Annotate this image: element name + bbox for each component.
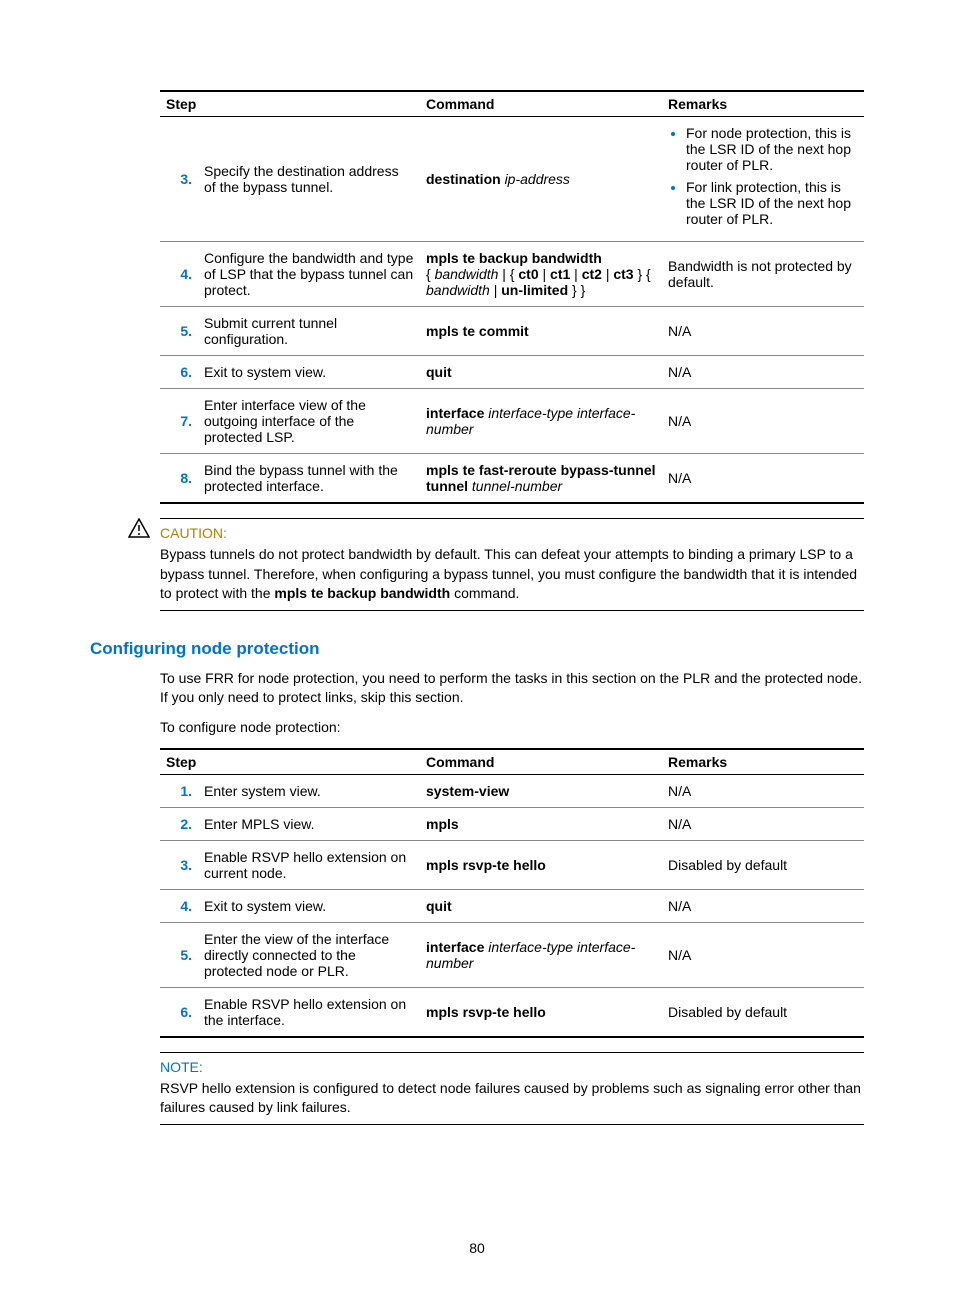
note-title: NOTE: — [160, 1059, 864, 1075]
step-desc: Enable RSVP hello extension on current n… — [198, 840, 420, 889]
step-remarks: N/A — [662, 454, 864, 504]
step-desc: Enter the view of the interface directly… — [198, 922, 420, 987]
table-row: 7. Enter interface view of the outgoing … — [160, 389, 864, 454]
step-cmd: quit — [420, 889, 662, 922]
step-desc: Enter system view. — [198, 774, 420, 807]
step-remarks: For node protection, this is the LSR ID … — [662, 117, 864, 242]
step-num: 3. — [160, 117, 198, 242]
step-num: 1. — [160, 774, 198, 807]
step-cmd: quit — [420, 356, 662, 389]
step-desc: Submit current tunnel configuration. — [198, 307, 420, 356]
step-num: 5. — [160, 922, 198, 987]
step-cmd: mpls te backup bandwidth { bandwidth | {… — [420, 242, 662, 307]
step-remarks: N/A — [662, 389, 864, 454]
table-row: 8. Bind the bypass tunnel with the prote… — [160, 454, 864, 504]
step-cmd: interface interface-type interface-numbe… — [420, 389, 662, 454]
step-remarks: Disabled by default — [662, 840, 864, 889]
caution-title: CAUTION: — [160, 525, 864, 541]
step-num: 2. — [160, 807, 198, 840]
step-desc: Enable RSVP hello extension on the inter… — [198, 987, 420, 1037]
step-remarks: Disabled by default — [662, 987, 864, 1037]
section-p2: To configure node protection: — [160, 718, 864, 738]
step-num: 4. — [160, 889, 198, 922]
note-callout: NOTE: RSVP hello extension is configured… — [90, 1052, 864, 1125]
th-remarks: Remarks — [662, 91, 864, 117]
caution-icon — [128, 518, 150, 538]
table-row: 3. Specify the destination address of th… — [160, 117, 864, 242]
caution-callout: CAUTION: Bypass tunnels do not protect b… — [90, 518, 864, 611]
step-cmd: mpls — [420, 807, 662, 840]
step-desc: Enter interface view of the outgoing int… — [198, 389, 420, 454]
step-desc: Enter MPLS view. — [198, 807, 420, 840]
table-row: 6. Exit to system view. quit N/A — [160, 356, 864, 389]
step-cmd: mpls rsvp-te hello — [420, 840, 662, 889]
table-row: 2. Enter MPLS view. mpls N/A — [160, 807, 864, 840]
step-remarks: N/A — [662, 889, 864, 922]
step-desc: Exit to system view. — [198, 356, 420, 389]
step-cmd: system-view — [420, 774, 662, 807]
step-cmd: destination ip-address — [420, 117, 662, 242]
table-row: 5. Submit current tunnel configuration. … — [160, 307, 864, 356]
step-cmd: interface interface-type interface-numbe… — [420, 922, 662, 987]
step-desc: Specify the destination address of the b… — [198, 117, 420, 242]
step-num: 3. — [160, 840, 198, 889]
table-row: 6. Enable RSVP hello extension on the in… — [160, 987, 864, 1037]
section-heading: Configuring node protection — [90, 639, 864, 659]
step-desc: Exit to system view. — [198, 889, 420, 922]
step-num: 4. — [160, 242, 198, 307]
step-remarks: N/A — [662, 807, 864, 840]
table-row: 4. Configure the bandwidth and type of L… — [160, 242, 864, 307]
top-steps-table: Step Command Remarks 3. Specify the dest… — [160, 90, 864, 504]
th-command: Command — [420, 749, 662, 775]
step-remarks: Bandwidth is not protected by default. — [662, 242, 864, 307]
step-remarks: N/A — [662, 307, 864, 356]
table-row: 5. Enter the view of the interface direc… — [160, 922, 864, 987]
step-num: 8. — [160, 454, 198, 504]
step-cmd: mpls te fast-reroute bypass-tunnel tunne… — [420, 454, 662, 504]
step-desc: Configure the bandwidth and type of LSP … — [198, 242, 420, 307]
step-num: 6. — [160, 987, 198, 1037]
table-row: 4. Exit to system view. quit N/A — [160, 889, 864, 922]
step-cmd: mpls te commit — [420, 307, 662, 356]
note-text: RSVP hello extension is configured to de… — [160, 1079, 864, 1118]
step-remarks: N/A — [662, 356, 864, 389]
step-cmd: mpls rsvp-te hello — [420, 987, 662, 1037]
step-num: 6. — [160, 356, 198, 389]
step-desc: Bind the bypass tunnel with the protecte… — [198, 454, 420, 504]
step-num: 7. — [160, 389, 198, 454]
step-remarks: N/A — [662, 922, 864, 987]
page-number: 80 — [0, 1240, 954, 1256]
table-row: 3. Enable RSVP hello extension on curren… — [160, 840, 864, 889]
th-step: Step — [160, 91, 420, 117]
th-remarks: Remarks — [662, 749, 864, 775]
bottom-steps-table: Step Command Remarks 1. Enter system vie… — [160, 748, 864, 1038]
section-p1: To use FRR for node protection, you need… — [160, 669, 864, 708]
step-num: 5. — [160, 307, 198, 356]
th-command: Command — [420, 91, 662, 117]
caution-text: Bypass tunnels do not protect bandwidth … — [160, 545, 864, 604]
table-row: 1. Enter system view. system-view N/A — [160, 774, 864, 807]
step-remarks: N/A — [662, 774, 864, 807]
th-step: Step — [160, 749, 420, 775]
